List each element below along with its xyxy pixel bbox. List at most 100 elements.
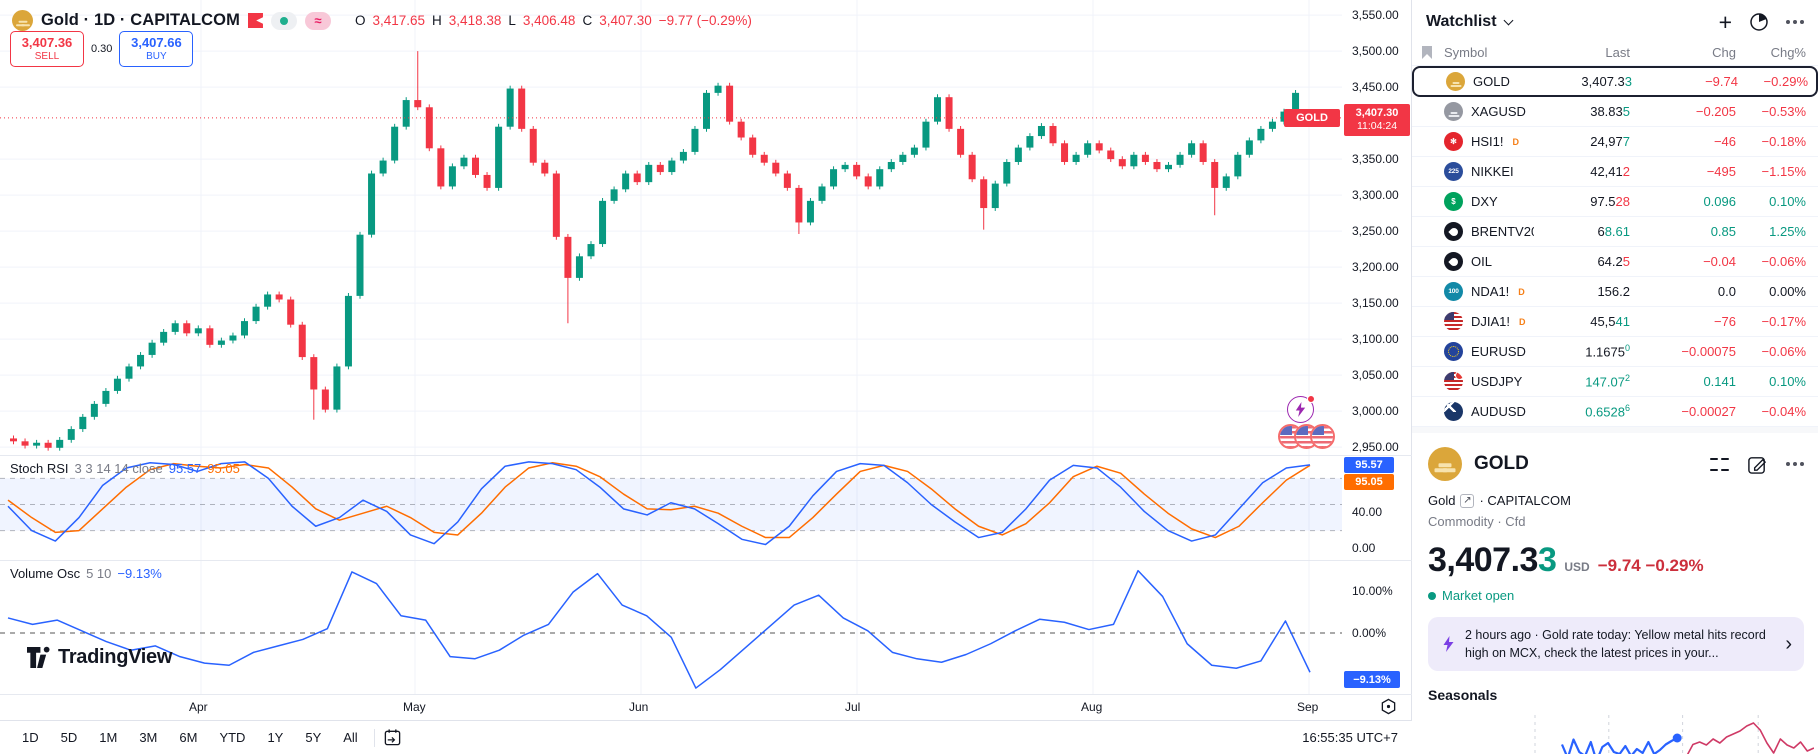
edit-icon[interactable] <box>1747 454 1768 475</box>
symbol-title[interactable]: Gold · 1D · CAPITALCOM <box>41 11 240 29</box>
last-price-cell: 147.072 <box>1585 373 1630 390</box>
range-button-all[interactable]: All <box>343 730 358 745</box>
vol-axis-0: 0.00% <box>1352 626 1387 640</box>
stoch-rsi-chart[interactable] <box>0 455 1342 560</box>
symbol-detail: GOLD Gold ↗ · CAPITALCOM Commodity · Cfd… <box>1412 427 1818 754</box>
stoch-k-value: 95.57 <box>168 461 202 476</box>
rsi-axis-0: 0.00 <box>1352 541 1376 555</box>
trade-buttons: 3,407.36 SELL 0.30 3,407.66 BUY <box>10 31 194 67</box>
indicator-name[interactable]: Stoch RSI <box>10 461 69 476</box>
flash-news-icon[interactable] <box>1287 395 1315 423</box>
range-button-3m[interactable]: 3M <box>139 730 158 745</box>
vol-axis-10: 10.00% <box>1352 584 1393 598</box>
oil-drop-icon <box>1444 252 1463 271</box>
symbol-cell: AUDUSD <box>1444 402 1534 421</box>
more-options-icon[interactable] <box>1786 20 1804 24</box>
bar-countdown: 11:04:24 <box>1356 120 1398 133</box>
range-button-1y[interactable]: 1Y <box>267 730 284 745</box>
market-status-pill[interactable] <box>270 11 297 30</box>
last-price-cell: 64.25 <box>1597 254 1630 269</box>
range-button-6m[interactable]: 6M <box>179 730 198 745</box>
change-pct-cell: 0.00% <box>1769 284 1806 299</box>
indicator-params: 5 10 <box>86 566 112 581</box>
col-symbol[interactable]: Symbol <box>1444 45 1488 60</box>
range-button-1d[interactable]: 1D <box>22 730 39 745</box>
open-value: 3,417.65 <box>372 13 426 28</box>
watchlist-row[interactable]: OIL 64.25 −0.04 −0.06% <box>1412 247 1818 277</box>
symbol-cell: USDJPY <box>1444 372 1534 391</box>
range-button-ytd[interactable]: YTD <box>219 730 246 745</box>
pane-divider[interactable] <box>0 560 1412 561</box>
watchlist-row[interactable]: DJIA1! D 45,541 −76 −0.17% <box>1412 307 1818 337</box>
axis-settings-icon[interactable] <box>1380 698 1397 720</box>
market-status: Market open <box>1428 588 1804 603</box>
watchlist-row[interactable]: ✻ HSI1! D 24,977 −46 −0.18% <box>1412 127 1818 157</box>
indicator-name[interactable]: Volume Osc <box>10 566 81 581</box>
high-value: 3,418.38 <box>448 13 502 28</box>
watchlist-rows: GOLD 3,407.33 −9.74 −0.29% XAGUSD 38.835… <box>1412 66 1818 427</box>
gold-icon <box>1446 72 1465 91</box>
candlestick-chart[interactable] <box>0 0 1342 455</box>
seasonals-chart[interactable] <box>1454 711 1815 754</box>
last-price-cell: 0.65286 <box>1585 403 1630 420</box>
col-last[interactable]: Last <box>1605 45 1630 60</box>
tradingview-logo[interactable]: TradingView <box>26 646 172 669</box>
pane-divider[interactable] <box>0 455 1412 456</box>
change-cell: −46 <box>1713 134 1736 149</box>
symbol-info-bar: Gold · 1D · CAPITALCOM ≈ O 3,417.65 H 3,41… <box>12 10 752 31</box>
layout-grid-icon[interactable] <box>1710 455 1729 474</box>
volume-osc-value: −9.13% <box>117 566 162 581</box>
volume-osc-badge: −9.13% <box>1344 671 1400 688</box>
range-button-5d[interactable]: 5D <box>60 730 78 745</box>
news-banner[interactable]: 2 hours ago · Gold rate today: Yellow me… <box>1428 617 1804 672</box>
pie-chart-icon[interactable] <box>1749 12 1769 32</box>
more-options-icon[interactable] <box>1786 462 1804 466</box>
sell-button[interactable]: 3,407.36 SELL <box>10 31 84 67</box>
economic-events-icons[interactable] <box>1278 424 1335 449</box>
capitalcom-flag-icon[interactable] <box>247 13 263 28</box>
watchlist-row[interactable]: GOLD 3,407.33 −9.74 −0.29% <box>1412 66 1818 97</box>
time-axis-month: Jun <box>629 700 649 714</box>
eu-icon <box>1444 342 1463 361</box>
symbol-description[interactable]: Gold <box>1428 493 1456 508</box>
watchlist-row[interactable]: BRENTV2025 68.61 0.85 1.25% <box>1412 217 1818 247</box>
watchlist-row[interactable]: 225 NIKKEI 42,412 −495 −1.15% <box>1412 157 1818 187</box>
notification-dot <box>1307 395 1315 403</box>
stoch-rsi-header[interactable]: Stoch RSI 3 3 14 14 close 95.57 95.05 <box>10 461 240 476</box>
watchlist-row[interactable]: EURUSD 1.16750 −0.00075 −0.06% <box>1412 337 1818 367</box>
last-price-cell: 3,407.33 <box>1581 74 1632 89</box>
watchlist-row[interactable]: AUDUSD 0.65286 −0.00027 −0.04% <box>1412 397 1818 427</box>
buy-label: BUY <box>146 50 167 62</box>
external-link-icon[interactable]: ↗ <box>1460 493 1475 508</box>
ohlc-values: O 3,417.65 H 3,418.38 L 3,406.48 C 3,407.30 … <box>355 13 752 28</box>
change-pct-cell: −0.18% <box>1761 134 1806 149</box>
buy-button[interactable]: 3,407.66 BUY <box>119 31 194 67</box>
watchlist-row[interactable]: 100 NDA1! D 156.2 0.0 0.00% <box>1412 277 1818 307</box>
range-button-1m[interactable]: 1M <box>99 730 118 745</box>
watchlist-row[interactable]: XAGUSD 38.835 −0.205 −0.53% <box>1412 97 1818 127</box>
col-chg[interactable]: Chg <box>1712 45 1736 60</box>
watchlist-title-menu[interactable]: Watchlist <box>1426 13 1513 31</box>
change-cell: 0.141 <box>1703 374 1736 389</box>
watchlist-row[interactable]: USDJPY 147.072 0.141 0.10% <box>1412 367 1818 397</box>
chevron-right-icon: › <box>1785 632 1792 655</box>
range-button-5y[interactable]: 5Y <box>305 730 322 745</box>
volume-osc-header[interactable]: Volume Osc 5 10 −9.13% <box>10 566 162 581</box>
buy-price: 3,407.66 <box>131 34 182 50</box>
change-cell: −0.00075 <box>1681 344 1736 359</box>
clock[interactable]: 16:55:35 UTC+7 <box>1302 730 1398 745</box>
change-pct-cell: −0.53% <box>1761 104 1806 119</box>
sell-price: 3,407.36 <box>21 34 73 50</box>
detail-price-row: 3,407.33 USD −9.74 −0.29% <box>1428 541 1804 580</box>
watchlist-row[interactable]: $ DXY 97.528 0.096 0.10% <box>1412 187 1818 217</box>
market-status-text: Market open <box>1442 588 1515 603</box>
go-to-date-icon[interactable] <box>383 728 402 747</box>
us-event-flag-icon[interactable] <box>1310 424 1335 449</box>
approx-data-pill[interactable]: ≈ <box>304 11 331 30</box>
last-price-cell: 68.61 <box>1597 224 1630 239</box>
flag-column-icon[interactable] <box>1422 46 1432 59</box>
time-axis[interactable]: Apr May Jun Jul Aug Sep <box>0 694 1412 720</box>
col-chg-pct[interactable]: Chg% <box>1770 45 1806 60</box>
add-symbol-icon[interactable]: + <box>1718 9 1732 35</box>
volume-osc-chart[interactable] <box>0 560 1342 694</box>
